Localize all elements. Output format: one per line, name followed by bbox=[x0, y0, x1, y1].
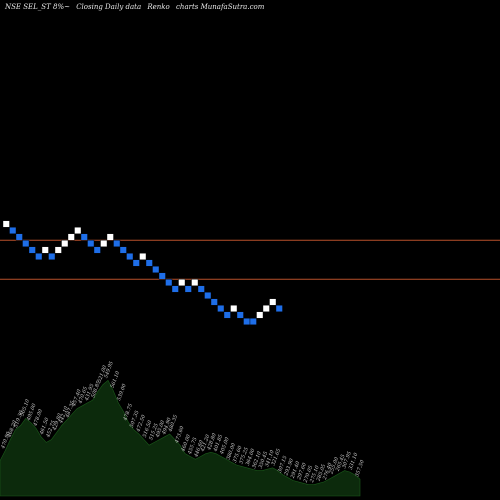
renko-brick bbox=[197, 285, 205, 293]
price-label: 357.50 bbox=[354, 459, 366, 478]
renko-brick bbox=[61, 240, 69, 247]
price-label: 364.00 bbox=[245, 447, 257, 466]
renko-brick bbox=[74, 227, 82, 234]
price-label: 341.10 bbox=[264, 449, 276, 468]
renko-brick bbox=[230, 305, 238, 312]
price-label: 375.60 bbox=[232, 444, 244, 463]
price-label: 455.75 bbox=[187, 437, 199, 456]
price-label: 516.50 bbox=[142, 419, 154, 438]
renko-brick bbox=[256, 311, 264, 319]
renko-brick bbox=[113, 240, 121, 247]
renko-brick bbox=[54, 246, 62, 254]
price-label: 265.45 bbox=[335, 454, 347, 473]
symbol-label: NSE SEL_ST 8%~ bbox=[5, 3, 70, 11]
renko-brick bbox=[243, 318, 251, 325]
site-label: charts MunafaSutra.com bbox=[176, 3, 265, 11]
price-label: 508.85 bbox=[90, 380, 102, 398]
chart-kind-label: Renko bbox=[147, 3, 170, 11]
renko-brick bbox=[41, 246, 49, 254]
price-label: 487.35 bbox=[64, 400, 76, 419]
renko-brick bbox=[210, 298, 218, 306]
renko-brick bbox=[9, 227, 17, 234]
price-label: 515.25 bbox=[148, 423, 160, 441]
renko-brick bbox=[165, 279, 173, 286]
price-label: 350.45 bbox=[258, 451, 270, 469]
price-label: 362.10 bbox=[251, 450, 263, 469]
renko-brick bbox=[15, 233, 23, 241]
renko-brick bbox=[262, 305, 270, 312]
renko-brick bbox=[35, 253, 43, 260]
renko-brick bbox=[204, 292, 212, 299]
renko-brick bbox=[249, 318, 257, 325]
renko-brick bbox=[119, 246, 127, 254]
renko-brick bbox=[87, 240, 95, 247]
renko-brick bbox=[152, 266, 160, 273]
renko-brick bbox=[191, 279, 199, 286]
renko-brick bbox=[171, 285, 179, 293]
renko-brick bbox=[145, 259, 153, 267]
price-label: 470.65 bbox=[77, 386, 89, 405]
price-label: 480.35 bbox=[167, 414, 179, 433]
renko-brick bbox=[93, 246, 101, 254]
price-label: 505.10 bbox=[20, 398, 32, 417]
price-label: 270.05 bbox=[302, 465, 314, 484]
price-label: 452.75 bbox=[45, 420, 57, 439]
renko-brick bbox=[132, 259, 140, 267]
renko-brick bbox=[178, 279, 186, 286]
renko-brick bbox=[158, 272, 166, 280]
renko-brick bbox=[80, 233, 88, 241]
renko-brick bbox=[100, 240, 108, 247]
price-label: 549.95 bbox=[103, 361, 115, 379]
renko-brick bbox=[106, 233, 114, 241]
renko-brick bbox=[2, 220, 10, 228]
price-label: 401.85 bbox=[212, 434, 224, 453]
price-label: 321.65 bbox=[271, 448, 283, 466]
renko-brick bbox=[275, 305, 283, 312]
price-label: 307.15 bbox=[277, 455, 289, 473]
renko-brick bbox=[67, 233, 75, 241]
renko-brick bbox=[217, 305, 225, 312]
renko-brick bbox=[269, 298, 277, 306]
price-label: 307.95 bbox=[341, 451, 353, 469]
renko-brick bbox=[139, 253, 147, 260]
volume-area bbox=[0, 379, 361, 497]
renko-brick bbox=[126, 253, 134, 260]
price-label: 519.30 bbox=[13, 409, 25, 428]
price-label: 431.95 bbox=[84, 383, 96, 402]
price-label: 561.10 bbox=[110, 370, 122, 389]
price-label: 507.35 bbox=[129, 410, 141, 428]
data-desc-label: Closing Daily data bbox=[76, 3, 142, 11]
price-label: 521.00 bbox=[97, 364, 109, 383]
price-label: 285.05 bbox=[315, 463, 327, 482]
price-label: 539.00 bbox=[116, 382, 128, 401]
renko-brick bbox=[22, 240, 30, 247]
price-label: 478.75 bbox=[122, 403, 134, 422]
price-label: 331.10 bbox=[348, 451, 360, 470]
renko-brick bbox=[236, 311, 244, 319]
renko-brick bbox=[223, 311, 231, 319]
renko-brick bbox=[184, 285, 192, 293]
chart-header: NSE SEL_ST 8%~ Closing Daily data Renko … bbox=[5, 3, 268, 11]
price-label: 375.25 bbox=[238, 447, 250, 465]
price-label: 380.00 bbox=[226, 442, 238, 461]
renko-brick bbox=[28, 246, 36, 254]
renko-brick bbox=[48, 253, 56, 260]
